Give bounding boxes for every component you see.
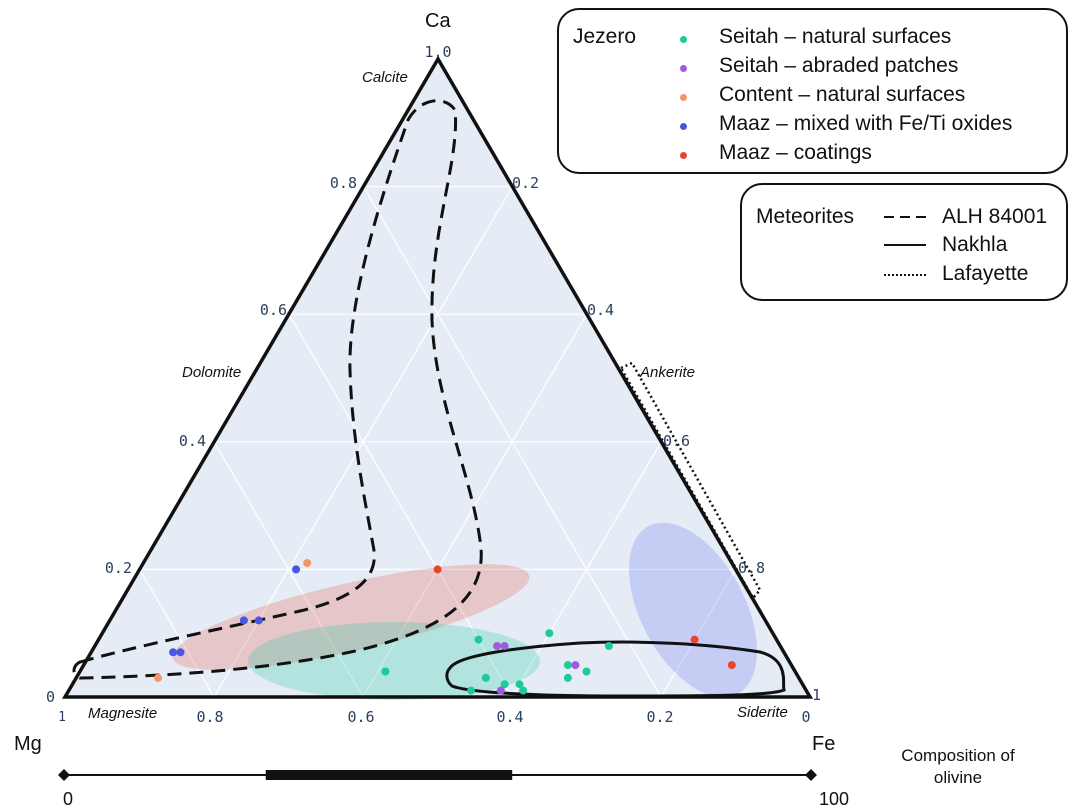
- grid-line-mg: [139, 569, 215, 697]
- legend-dot-seitah-natural: [680, 36, 687, 43]
- data-point: [727, 661, 736, 670]
- label-siderite: Siderite: [737, 704, 788, 721]
- plot-background: [65, 59, 810, 697]
- data-point: [433, 565, 442, 574]
- data-point: [515, 680, 524, 689]
- mineral-labels: Calcite Dolomite Ankerite Magnesite Side…: [88, 69, 788, 722]
- data-point: [582, 667, 591, 676]
- tick-left-08: 0.8: [330, 174, 357, 192]
- grid-line-mg: [288, 313, 513, 697]
- legend-alh84001: ALH 84001: [942, 205, 1048, 228]
- legend-dot-content-natural: [680, 94, 687, 101]
- tick-left-02: 0.2: [105, 559, 132, 577]
- apex-labels: Ca Mg Fe: [14, 10, 835, 755]
- data-point: [496, 686, 505, 695]
- data-point: [254, 616, 263, 625]
- data-point: [292, 565, 301, 574]
- olivine-range-bar: [265, 770, 513, 780]
- data-point: [545, 629, 554, 638]
- data-point: [176, 648, 185, 657]
- label-calcite: Calcite: [362, 69, 408, 86]
- region-maaz-oxides: [628, 522, 758, 698]
- tick-left-06: 0.6: [260, 301, 287, 319]
- olivine-scale-left-end: [58, 769, 70, 781]
- legend-nakhla: Nakhla: [942, 233, 1008, 256]
- data-points: [154, 559, 736, 695]
- nakhla-outline: [445, 640, 786, 698]
- data-point: [571, 661, 580, 670]
- data-point: [154, 673, 163, 682]
- data-point: [500, 642, 509, 650]
- legend-meteorites-title: Meteorites: [756, 205, 855, 228]
- legend-dot-maaz-coatings: [680, 152, 687, 159]
- apex-ca: Ca: [425, 10, 451, 32]
- legend-maaz-oxides: Maaz – mixed with Fe/Ti oxides: [719, 112, 1013, 135]
- tick-bottom-00: 0: [801, 708, 810, 726]
- legend-seitah-natural: Seitah – natural surfaces: [719, 25, 952, 48]
- region-seitah-natural: [248, 622, 540, 700]
- olivine-scale-right-end: [805, 769, 817, 781]
- data-point: [519, 686, 528, 695]
- label-ankerite: Ankerite: [639, 364, 695, 381]
- tick-bottom-06: 0.6: [347, 708, 374, 726]
- tick-right-02: 0.2: [512, 174, 539, 192]
- legend-line-samples: [884, 216, 926, 276]
- legend-content-natural: Content – natural surfaces: [719, 83, 966, 106]
- tick-bottom-02: 0.2: [646, 708, 673, 726]
- grid-line-fe: [511, 441, 662, 697]
- data-point: [563, 673, 572, 682]
- tick-right-10: 1: [812, 686, 821, 704]
- tick-corner-zero: 0: [46, 688, 55, 706]
- legend-maaz-coatings: Maaz – coatings: [719, 141, 872, 164]
- tick-bottom-08: 0.8: [196, 708, 223, 726]
- tick-left-04: 0.4: [179, 432, 206, 450]
- data-point: [690, 635, 699, 644]
- legend-jezero: Jezero Seitah – natural surfaces Seitah …: [557, 8, 1068, 174]
- data-point: [381, 667, 390, 676]
- shaded-regions: [172, 522, 758, 700]
- data-point: [500, 680, 509, 689]
- olivine-max-label: 100: [819, 789, 849, 809]
- triangle-frame: [61, 55, 814, 699]
- data-point: [303, 559, 312, 567]
- grid-line-fe: [660, 569, 737, 697]
- tick-corner-one: 1: [58, 710, 66, 725]
- grid-line-mg: [213, 441, 364, 697]
- apex-mg: Mg: [14, 733, 42, 755]
- legend-dot-seitah-abraded: [680, 65, 687, 72]
- olivine-scale: 0 100: [58, 769, 849, 809]
- tick-bottom-04: 0.4: [496, 708, 523, 726]
- data-point: [467, 686, 475, 695]
- olivine-scale-title: Composition of olivine: [901, 746, 1015, 787]
- tick-labels: 0.2 0.4 0.6 0.8 1.0 0.2 0.4 0.6 0.8 1 0.…: [46, 43, 821, 726]
- legend-lafayette: Lafayette: [942, 262, 1029, 285]
- tick-right-08: 0.8: [738, 559, 765, 577]
- tick-right-06: 0.6: [663, 432, 690, 450]
- data-point: [474, 635, 483, 644]
- data-point: [169, 648, 178, 657]
- tick-right-04: 0.4: [587, 301, 614, 319]
- data-point: [239, 616, 248, 625]
- data-point: [604, 642, 613, 650]
- label-magnesite: Magnesite: [88, 705, 157, 722]
- region-maaz-coatings: [172, 564, 530, 670]
- olivine-min-label: 0: [63, 789, 73, 809]
- apex-fe: Fe: [812, 733, 835, 755]
- data-point: [563, 661, 572, 670]
- label-dolomite: Dolomite: [182, 364, 241, 381]
- legend-dot-maaz-oxides: [680, 123, 687, 130]
- legend-jezero-title: Jezero: [573, 25, 637, 48]
- legend-seitah-abraded: Seitah – abraded patches: [719, 54, 959, 77]
- grid-lines: [139, 186, 737, 697]
- tick-left-10: 1.0: [424, 43, 451, 61]
- data-point: [493, 642, 502, 650]
- data-point: [481, 673, 490, 682]
- legend-meteorites: Meteorites ALH 84001 Nakhla Lafayette: [740, 183, 1068, 301]
- grid-line-fe: [362, 313, 588, 697]
